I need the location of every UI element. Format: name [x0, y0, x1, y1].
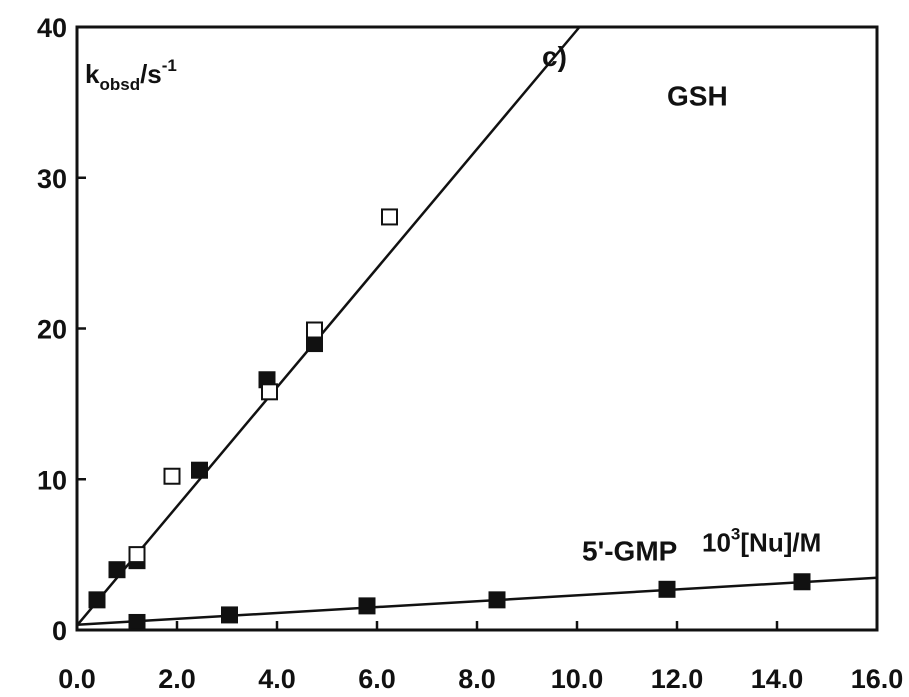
x-tick-label: 12.0: [651, 664, 704, 694]
data-point-filled: [793, 573, 811, 591]
x-tick-label: 2.0: [158, 664, 196, 694]
data-markers: [88, 208, 811, 631]
x-tick-label: 0.0: [58, 664, 96, 694]
x-tick-label: 8.0: [458, 664, 496, 694]
y-axis-label: kobsd/s-1: [85, 56, 177, 94]
data-point-filled: [108, 561, 126, 579]
fit-line-5-gmp: [76, 576, 878, 626]
y-tick-label: 20: [37, 315, 67, 345]
data-point-open: [381, 208, 398, 226]
data-point-filled: [658, 580, 676, 598]
x-axis-label: 103[Nu]/M: [702, 525, 821, 558]
data-point-filled: [488, 591, 506, 609]
x-tick-label: 10.0: [551, 664, 604, 694]
data-point-open: [128, 546, 146, 564]
series-label-gsh: GSH: [667, 80, 728, 111]
y-axis-ticks: 0 10 20 30 40: [37, 13, 86, 646]
fit-line-gsh: [76, 26, 581, 627]
fit-lines: [76, 26, 878, 627]
data-point-filled: [221, 606, 238, 624]
series-label-5-gmp: 5'-GMP: [582, 536, 677, 567]
data-point-filled: [191, 461, 208, 479]
y-tick-label: 30: [37, 164, 67, 194]
data-point-filled: [88, 591, 106, 609]
y-tick-label: 40: [37, 13, 67, 43]
x-tick-label: 6.0: [358, 664, 396, 694]
data-point-filled: [128, 613, 146, 631]
x-tick-label: 4.0: [258, 664, 296, 694]
y-tick-label: 10: [37, 465, 67, 495]
data-point-open: [163, 467, 181, 485]
data-point-open: [306, 321, 323, 339]
data-point-open: [261, 383, 278, 401]
y-tick-label: 0: [52, 616, 67, 646]
x-tick-label: 16.0: [851, 664, 904, 694]
panel-label: c): [542, 41, 567, 72]
x-axis-ticks: 0.0 2.0 4.0 6.0 8.0 10.0 12.0 14.0 16.0: [58, 621, 903, 694]
x-tick-label: 14.0: [751, 664, 804, 694]
data-point-filled: [358, 597, 376, 615]
